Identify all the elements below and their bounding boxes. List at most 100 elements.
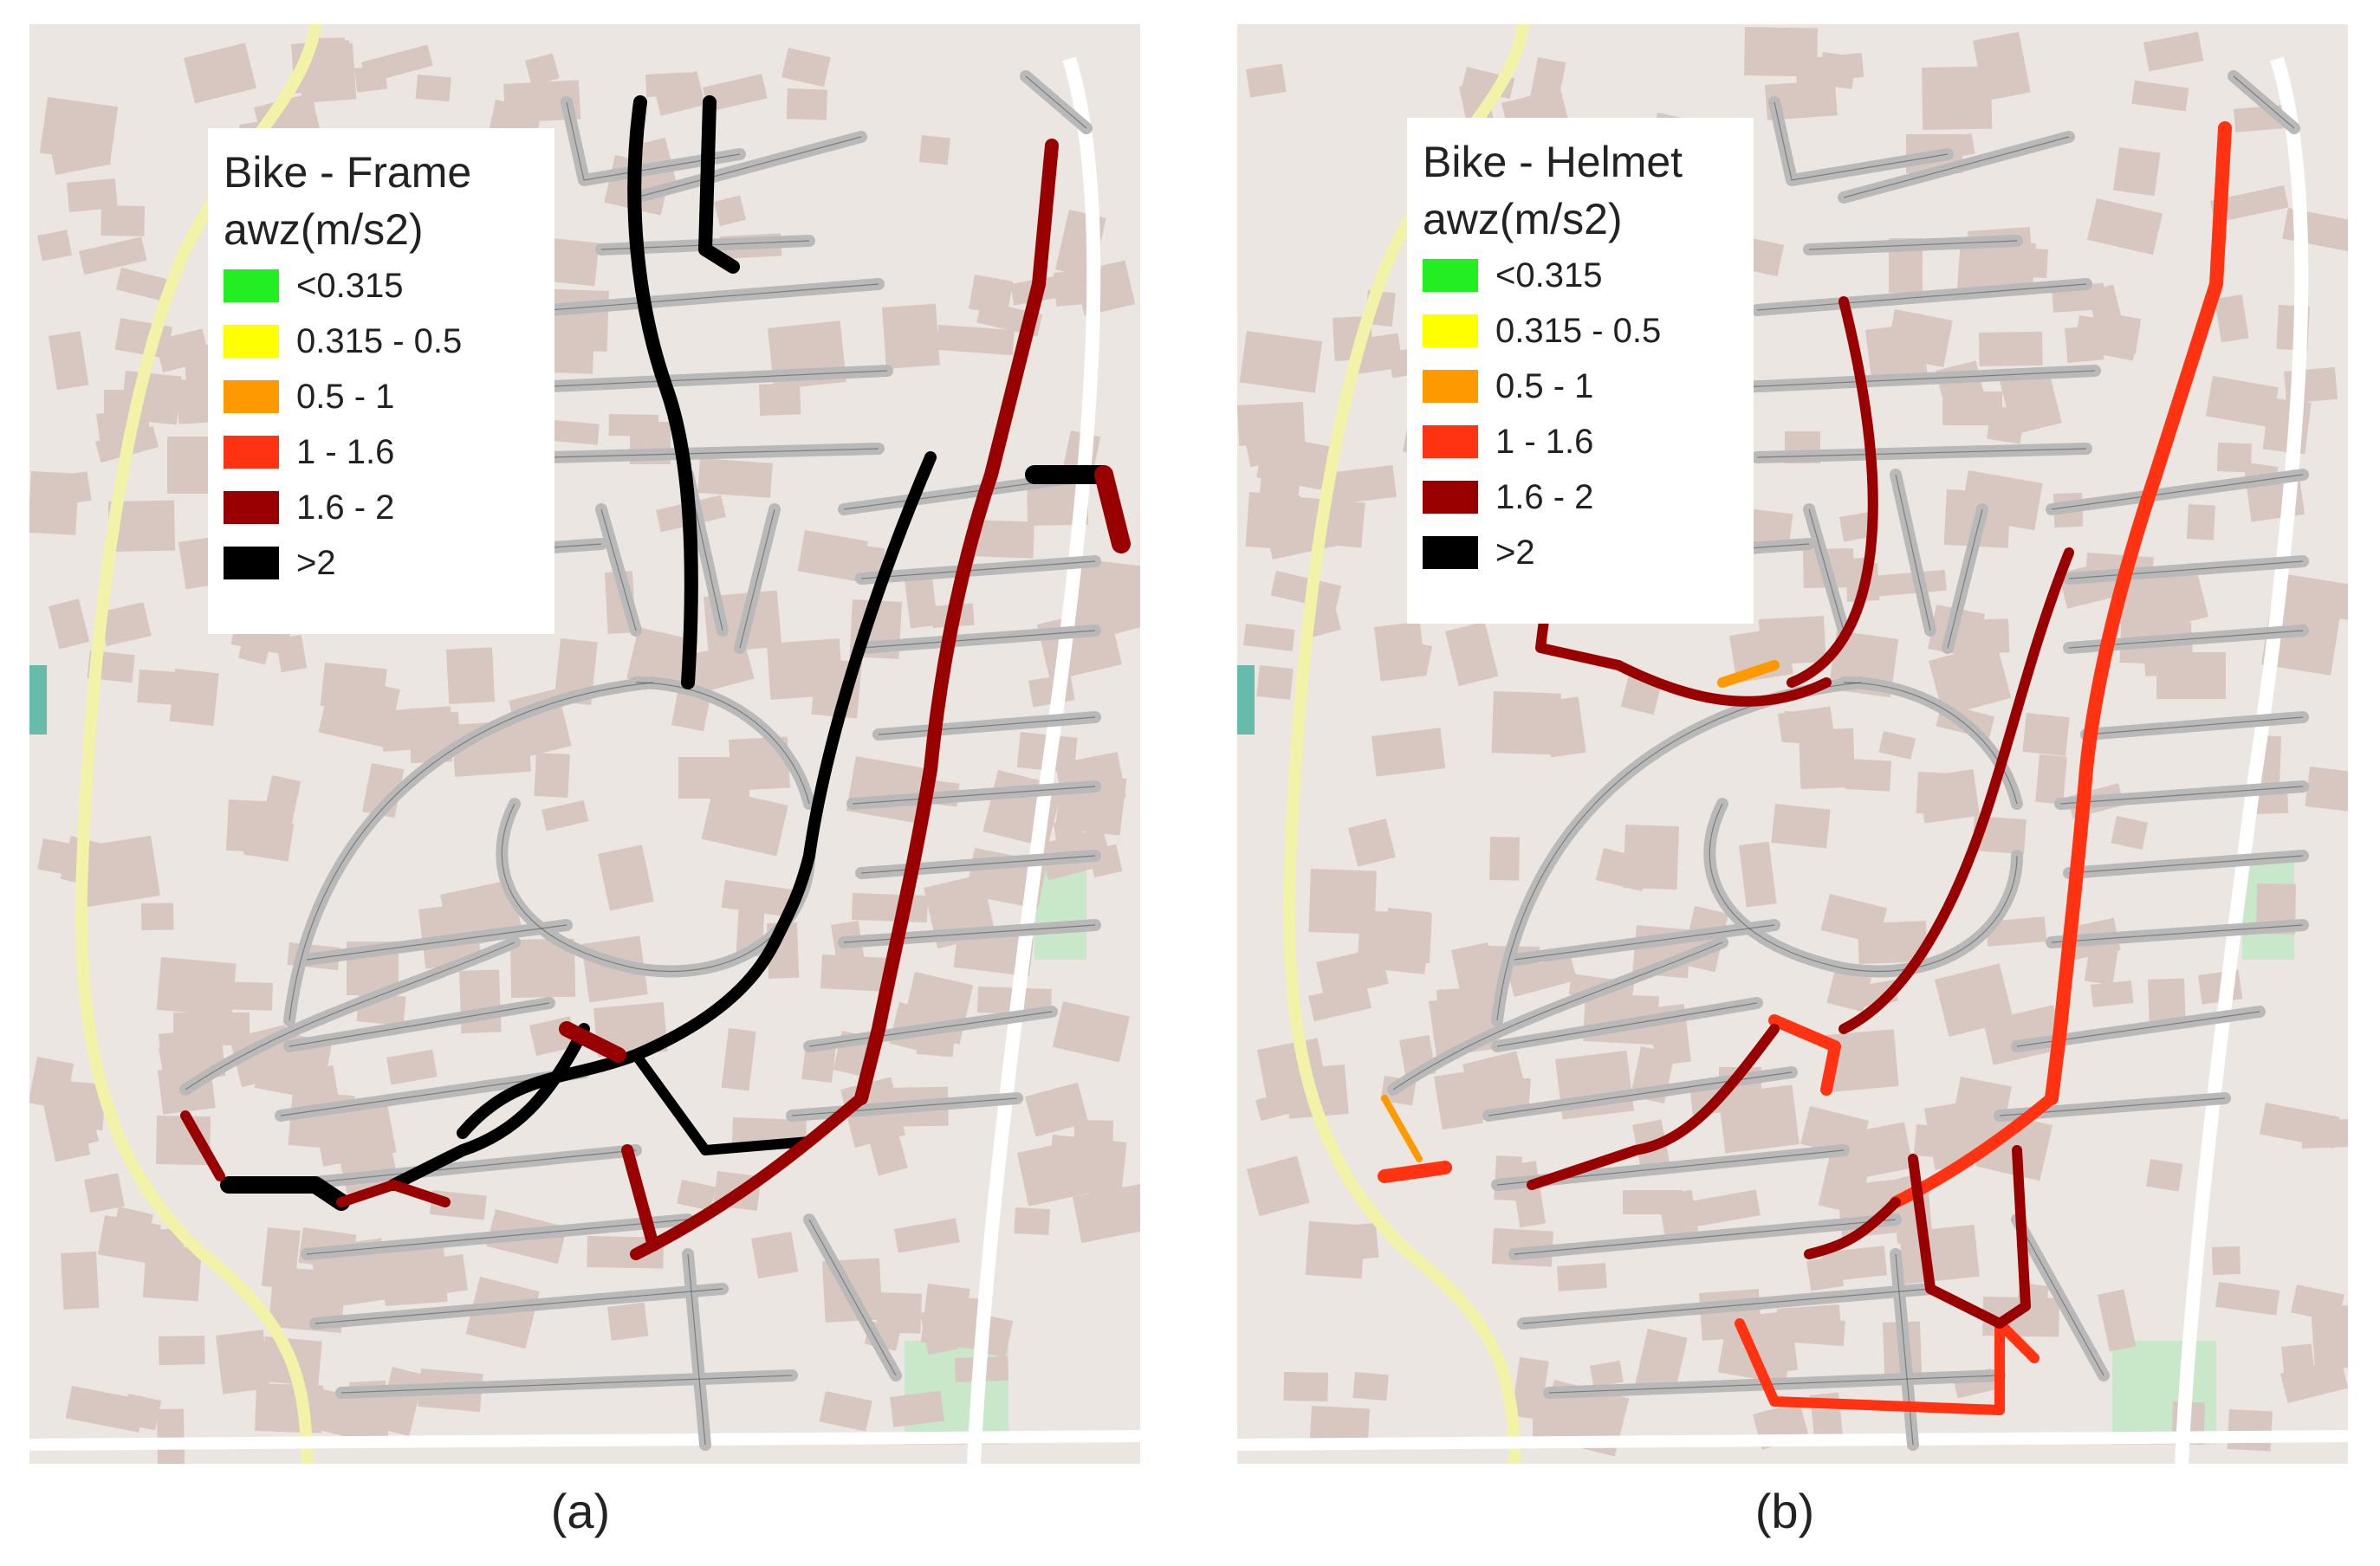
building bbox=[953, 929, 1034, 977]
building bbox=[1374, 621, 1427, 682]
street-segment-outline bbox=[2059, 786, 2304, 805]
legend-item: 0.5 - 1 bbox=[224, 369, 537, 424]
legend-rows: <0.315 0.315 - 0.5 0.5 - 1 1 - 1.6 1.6 - 2 >2 bbox=[224, 258, 537, 591]
street-segment-outline bbox=[2051, 474, 2304, 510]
legend-swatch bbox=[224, 380, 279, 413]
building bbox=[882, 303, 940, 369]
building bbox=[1444, 621, 1499, 687]
building bbox=[2212, 1246, 2241, 1275]
building bbox=[79, 236, 147, 275]
building bbox=[1305, 1221, 1365, 1279]
street-segment-outline bbox=[289, 1002, 550, 1047]
street-segment-outline bbox=[2085, 716, 2304, 735]
street-segment-measured bbox=[559, 1021, 626, 1063]
building bbox=[1527, 57, 1566, 113]
building bbox=[1489, 837, 1520, 881]
building bbox=[2311, 1303, 2348, 1370]
legend-label: >2 bbox=[296, 543, 336, 582]
building bbox=[1025, 1082, 1089, 1137]
street-segment-measured bbox=[1378, 1161, 1452, 1183]
street-segment-measured bbox=[1908, 1154, 2005, 1329]
street-segment-outline bbox=[1025, 75, 1087, 129]
street-segment-outline bbox=[860, 855, 1096, 874]
building bbox=[1942, 392, 2002, 425]
building bbox=[1358, 910, 1432, 964]
building bbox=[2099, 313, 2142, 361]
legend-label: <0.315 bbox=[296, 266, 404, 305]
building bbox=[49, 599, 90, 650]
legend-rows: <0.315 0.315 - 0.5 0.5 - 1 1 - 1.6 1.6 - 2 >2 bbox=[1423, 248, 1736, 580]
building bbox=[2210, 184, 2289, 223]
building bbox=[318, 674, 400, 748]
legend-label: 0.315 - 0.5 bbox=[1495, 311, 1662, 350]
street-segment-outline bbox=[340, 1375, 793, 1394]
building bbox=[2259, 1102, 2340, 1149]
street-segment-outline bbox=[306, 1219, 689, 1255]
building bbox=[1242, 624, 1295, 651]
street-segment-measured bbox=[1735, 1318, 2005, 1415]
legend-swatch bbox=[1423, 314, 1478, 347]
building bbox=[37, 230, 73, 262]
legend-swatch bbox=[1423, 259, 1478, 292]
map-canvas bbox=[29, 24, 1140, 1464]
legend: Bike - Frame awz(m/s2) <0.315 0.315 - 0.5… bbox=[208, 128, 554, 634]
building bbox=[29, 1057, 75, 1110]
street-segment-measured bbox=[698, 95, 740, 274]
building bbox=[713, 195, 747, 227]
legend-label: 1 - 1.6 bbox=[1495, 422, 1594, 461]
building bbox=[626, 627, 698, 693]
legend-label: 0.5 - 1 bbox=[296, 377, 395, 416]
map-panel-bike-frame: Bike - Frame awz(m/s2) <0.315 0.315 - 0.5… bbox=[29, 24, 1140, 1464]
legend-label: 1.6 - 2 bbox=[1495, 477, 1594, 516]
building bbox=[2000, 368, 2062, 436]
street-segment-measured bbox=[2045, 121, 2232, 1105]
street-segment-outline bbox=[1522, 1288, 1931, 1324]
building bbox=[876, 1292, 922, 1334]
street-segment-outline bbox=[739, 508, 775, 649]
building bbox=[750, 1231, 799, 1279]
street-segment-measured bbox=[220, 1176, 350, 1211]
building bbox=[2022, 713, 2070, 756]
building bbox=[2091, 980, 2134, 1007]
building bbox=[1054, 771, 1127, 836]
building bbox=[2216, 443, 2252, 473]
street-segment-outline bbox=[1895, 1253, 1914, 1446]
legend-item: <0.315 bbox=[1423, 248, 1736, 303]
building bbox=[510, 938, 576, 998]
street-segment-outline bbox=[548, 283, 879, 311]
building bbox=[2113, 147, 2161, 197]
major-road bbox=[2175, 56, 2309, 1464]
street-segment-outline bbox=[860, 560, 1096, 579]
legend-item: 1.6 - 2 bbox=[224, 480, 537, 535]
legend-label: >2 bbox=[1495, 533, 1535, 572]
building bbox=[1595, 848, 1650, 892]
street-segment-outline bbox=[1722, 370, 2096, 389]
building bbox=[108, 500, 176, 552]
building bbox=[1237, 402, 1306, 446]
building bbox=[1979, 331, 2043, 366]
legend-swatch bbox=[224, 491, 279, 524]
legend-title: Bike - Frame bbox=[224, 148, 472, 197]
building bbox=[1474, 1075, 1531, 1112]
building bbox=[1247, 1155, 1310, 1217]
street-segment-measured bbox=[631, 1050, 814, 1155]
building bbox=[2143, 31, 2204, 72]
building bbox=[1557, 1263, 1607, 1291]
building bbox=[1014, 1207, 1050, 1236]
legend-label: 0.315 - 0.5 bbox=[296, 321, 463, 360]
building bbox=[819, 1390, 872, 1432]
legend-item: 0.315 - 0.5 bbox=[1423, 303, 1736, 359]
building bbox=[1309, 1406, 1370, 1446]
building bbox=[541, 799, 589, 832]
street-segment-measured bbox=[1768, 1014, 1841, 1096]
street-segment-outline bbox=[315, 1288, 723, 1324]
street-segment-outline bbox=[808, 1219, 897, 1376]
street-segment-outline bbox=[514, 370, 888, 389]
building bbox=[1718, 1084, 1800, 1154]
street-segment-outline bbox=[1947, 508, 1983, 649]
building bbox=[61, 1251, 100, 1310]
building bbox=[2086, 198, 2163, 256]
building bbox=[1698, 1289, 1762, 1341]
panel-caption-b: (b) bbox=[1754, 1484, 1815, 1538]
building bbox=[38, 471, 92, 508]
